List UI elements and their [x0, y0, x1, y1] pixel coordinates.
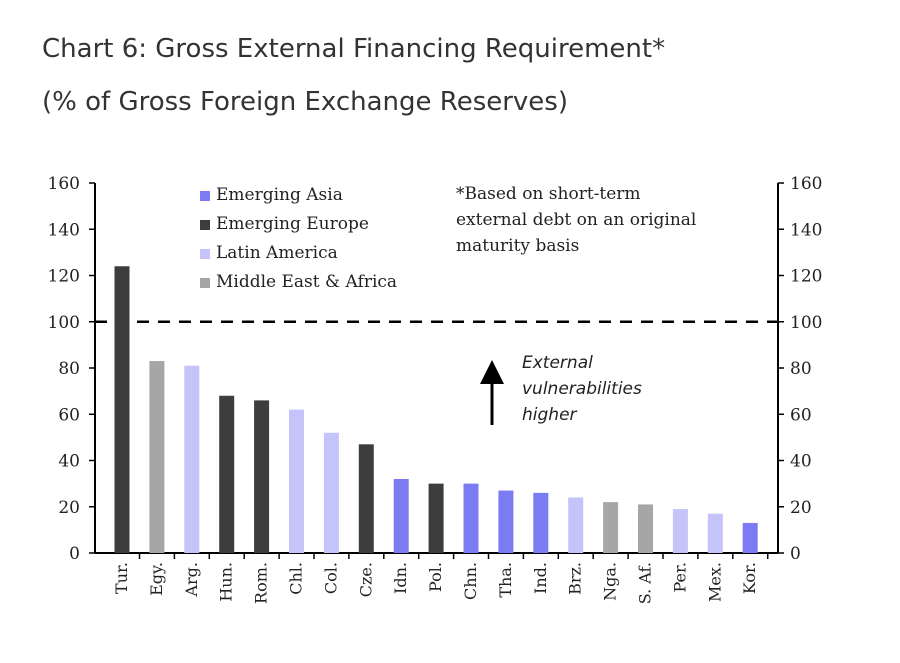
y-tick-label-right: 20 — [790, 498, 812, 518]
y-tick-label-left: 60 — [58, 405, 80, 425]
bar-chl — [289, 409, 304, 553]
category-label: Col. — [321, 562, 340, 594]
y-tick-label-left: 20 — [58, 498, 80, 518]
legend-label: Emerging Asia — [216, 185, 343, 205]
category-label: Chn. — [461, 562, 480, 600]
bar-per — [672, 509, 688, 553]
y-tick-label-right: 0 — [790, 544, 801, 564]
chart-title: Chart 6: Gross External Financing Requir… — [42, 34, 666, 64]
category-label: Ind. — [531, 562, 550, 594]
y-tick-label-left: 0 — [69, 544, 80, 564]
bar-col — [323, 432, 339, 553]
chart-footnote: *Based on short-term external debt on an … — [456, 184, 696, 256]
category-label: Idn. — [391, 562, 410, 594]
bar-kor — [742, 522, 758, 553]
category-label: Pol. — [426, 562, 445, 592]
y-tick-label-right: 60 — [790, 405, 812, 425]
footnote-line: *Based on short-term — [456, 184, 641, 204]
annotation-line: External — [522, 353, 593, 373]
chart-subtitle: (% of Gross Foreign Exchange Reserves) — [42, 87, 568, 117]
bar-saf — [638, 504, 653, 553]
chart-annotation: External vulnerabilities higher — [480, 353, 642, 425]
category-label: Egy. — [147, 562, 166, 596]
y-tick-label-left: 140 — [48, 220, 80, 240]
chart-bars — [114, 266, 758, 553]
category-label: Rom. — [252, 562, 271, 604]
y-tick-label-right: 40 — [790, 452, 812, 472]
y-tick-label-right: 80 — [790, 359, 812, 379]
chart-legend: Emerging Asia Emerging Europe Latin Americ… — [200, 185, 397, 292]
category-label: Nga. — [601, 562, 620, 601]
y-tick-label-left: 80 — [58, 359, 80, 379]
category-label: Mex. — [705, 562, 724, 602]
y-tick-label-left: 160 — [48, 174, 80, 194]
legend-swatch — [200, 249, 210, 259]
bar-arg — [184, 365, 200, 553]
annotation-line: higher — [522, 405, 578, 425]
y-tick-label-left: 100 — [48, 313, 80, 333]
bar-tha — [498, 490, 514, 553]
footnote-line: maturity basis — [456, 236, 579, 256]
category-label: Tur. — [112, 562, 131, 594]
category-label: S. Af. — [636, 562, 655, 604]
y-tick-label-right: 120 — [790, 267, 822, 287]
category-label: Arg. — [182, 562, 201, 598]
footnote-line: external debt on an original — [456, 210, 696, 230]
legend-swatch — [200, 220, 210, 230]
category-label: Hun. — [217, 562, 236, 602]
bar-brz — [568, 497, 584, 553]
chart-category-labels: Tur. Egy. Arg. Hun. Rom. Chl. Col. Cze. Idn. Pol.… — [112, 562, 759, 604]
bar-mex — [707, 513, 723, 553]
y-tick-label-right: 100 — [790, 313, 822, 333]
category-label: Kor. — [740, 562, 759, 594]
category-label: Tha. — [496, 562, 515, 598]
legend-label: Latin America — [216, 243, 338, 263]
bar-cze — [358, 444, 374, 553]
bar-egy — [149, 361, 165, 553]
y-tick-label-right: 140 — [790, 220, 822, 240]
bar-ind — [533, 492, 549, 553]
bar-chn — [463, 483, 479, 553]
legend-label: Emerging Europe — [216, 214, 369, 234]
bar-idn — [393, 479, 409, 553]
legend-swatch — [200, 278, 210, 288]
y-tick-label-left: 40 — [58, 452, 80, 472]
legend-label: Middle East & Africa — [216, 272, 397, 292]
y-tick-label-left: 120 — [48, 267, 80, 287]
bar-pol — [428, 483, 444, 553]
bar-nga — [603, 502, 619, 553]
bar-rom — [254, 400, 270, 553]
y-tick-label-right: 160 — [790, 174, 822, 194]
annotation-line: vulnerabilities — [522, 379, 642, 399]
bar-tur — [114, 266, 130, 553]
category-label: Per. — [670, 562, 689, 593]
bar-hun — [219, 395, 235, 553]
category-label: Brz. — [566, 562, 585, 595]
category-label: Cze. — [356, 562, 375, 597]
category-label: Chl. — [287, 562, 306, 595]
annotation-arrow-head — [480, 360, 504, 384]
legend-swatch — [200, 191, 210, 201]
